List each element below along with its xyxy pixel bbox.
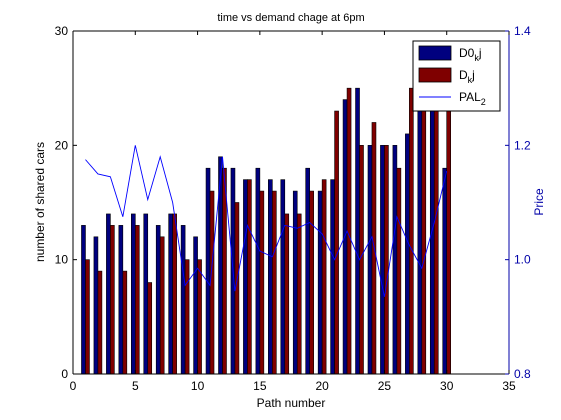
x-axis-label: Path number [257, 396, 326, 410]
bar-D0kj-4 [118, 225, 124, 375]
y2-tick-label: 0.8 [514, 367, 531, 381]
bar-Dkj-7 [159, 236, 165, 375]
y2-tick-label: 1.2 [514, 138, 531, 152]
bar-Dkj-28 [421, 110, 427, 375]
legend: D0kj Dkj PAL2 [412, 40, 501, 112]
bar-Dkj-12 [222, 167, 227, 375]
bar-Dkj-17 [284, 213, 290, 375]
bar-D0kj-20 [317, 190, 323, 375]
y2-tick-label: 1.0 [514, 253, 531, 267]
bar-D0kj-18 [292, 190, 298, 375]
bar-D0kj-8 [168, 213, 173, 375]
bar-Dkj-6 [147, 282, 153, 375]
bar-D0kj-10 [193, 236, 198, 375]
bar-Dkj-21 [334, 110, 339, 375]
bar-Dkj-2 [97, 270, 103, 375]
y-axis-label: number of shared cars [33, 142, 47, 262]
bar-D0kj-5 [131, 213, 136, 375]
bar-D0kj-9 [180, 225, 186, 375]
bar-Dkj-19 [309, 190, 314, 375]
x-tick-label: 10 [191, 379, 205, 393]
bar-D0kj-15 [255, 167, 261, 375]
bar-Dkj-14 [247, 179, 252, 375]
bar-D0kj-19 [305, 167, 310, 375]
bar-Dkj-1 [85, 259, 90, 375]
y-tick-label: 30 [55, 24, 69, 38]
legend-label-D0kj: D0kj [459, 46, 482, 63]
axes-group [72, 30, 510, 375]
bar-Dkj-3 [110, 225, 115, 375]
bar-D0kj-27 [405, 133, 410, 375]
x-tick-label: 20 [315, 379, 329, 393]
bar-Dkj-22 [346, 87, 352, 375]
x-tick-label: 35 [502, 379, 516, 393]
bar-Dkj-16 [272, 190, 277, 375]
bar-D0kj-21 [330, 179, 335, 375]
y2-axis-label: Price [532, 188, 546, 216]
bar-Dkj-8 [172, 213, 177, 375]
bar-D0kj-26 [392, 145, 398, 375]
legend-label-PAL2: PAL2 [459, 90, 486, 107]
x-tick-label: 15 [253, 379, 267, 393]
bar-D0kj-3 [106, 213, 111, 375]
bar-D0kj-1 [81, 225, 86, 375]
bar-D0kj-25 [380, 145, 385, 375]
y-tick-label: 0 [61, 367, 68, 381]
bar-Dkj-9 [184, 259, 190, 375]
bar-Dkj-18 [296, 213, 302, 375]
x-tick-label: 30 [440, 379, 454, 393]
y-tick-label: 10 [55, 253, 69, 267]
y-tick-label: 20 [55, 138, 69, 152]
chart-title: time vs demand chage at 6pm [217, 12, 364, 24]
bar-D0kj-28 [417, 87, 423, 375]
bar-D0kj-7 [155, 225, 161, 375]
bar-D0kj-11 [205, 167, 211, 375]
bar-Dkj-15 [259, 190, 265, 375]
bar-Dkj-25 [384, 145, 389, 375]
bar-Dkj-20 [321, 179, 327, 375]
bar-D0kj-16 [268, 179, 273, 375]
y2-tick-label: 1.4 [514, 24, 531, 38]
bar-Dkj-29 [433, 110, 439, 375]
legend-swatch-Dkj [418, 67, 452, 83]
bar-Dkj-4 [122, 270, 128, 375]
bar-D0kj-2 [93, 236, 99, 375]
bar-D0kj-6 [143, 213, 149, 375]
x-tick-label: 5 [132, 379, 139, 393]
legend-label-Dkj: Dkj [459, 68, 475, 85]
bar-D0kj-30 [442, 167, 448, 375]
bar-D0kj-14 [243, 179, 248, 375]
bar-D0kj-24 [367, 145, 373, 375]
bar-Dkj-27 [409, 87, 414, 375]
bar-Dkj-26 [396, 167, 402, 375]
legend-swatch-D0kj [418, 45, 452, 61]
bar-Dkj-5 [134, 225, 140, 375]
price-line [85, 145, 448, 297]
bar-D0kj-23 [355, 87, 360, 375]
bar-Dkj-23 [359, 145, 364, 375]
x-tick-label: 25 [378, 379, 392, 393]
price-line-group [85, 145, 448, 297]
x-tick-label: 0 [70, 379, 77, 393]
bar-Dkj-30 [446, 110, 451, 375]
bar-D0kj-22 [342, 99, 348, 375]
bar-Dkj-10 [197, 259, 202, 375]
ticks-group: 0 5 10 15 20 25 30 35 0 10 20 30 0.8 1.0 1.2 1.4 [55, 24, 531, 393]
bar-D0kj-17 [280, 179, 286, 375]
